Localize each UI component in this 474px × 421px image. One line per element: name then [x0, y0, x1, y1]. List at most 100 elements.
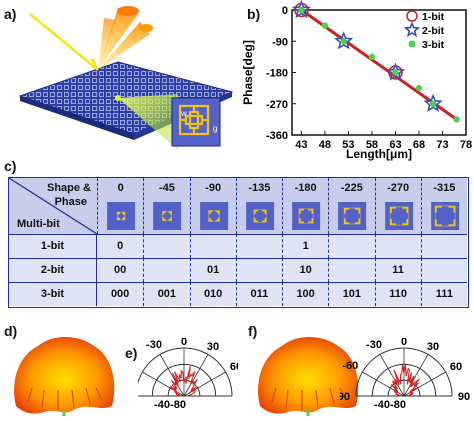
polar-radial-label: -80 [390, 399, 406, 411]
zoom-cone [118, 94, 178, 150]
polar-ring [138, 347, 233, 397]
table-cell [420, 258, 467, 282]
polar-angle-label: 30 [207, 341, 219, 353]
table-row [9, 234, 467, 258]
table-cell: 011 [235, 282, 282, 306]
radiation-pattern-3d-d [14, 337, 115, 416]
series-2-bit-point [334, 31, 354, 50]
table-cell: 101 [328, 282, 374, 306]
header-label-cell: Shape & Phase Multi-bit [9, 178, 97, 234]
phase-column-6: -270 [374, 178, 421, 234]
x-axis-label: Length[μm] [346, 147, 412, 161]
polar-spoke [183, 354, 209, 397]
table-cell: 010 [189, 282, 236, 306]
table-cell [235, 258, 282, 282]
gap-label: g [213, 124, 217, 133]
polar-angle-label: -60 [342, 360, 358, 372]
polar-angle-label: 0 [401, 338, 407, 348]
row-label: 2-bit [9, 258, 97, 282]
table-cell: 11 [374, 258, 421, 282]
table-cell: 10 [282, 258, 328, 282]
panel-label-c: c) [4, 158, 17, 174]
table-cell [143, 258, 189, 282]
table-cell [420, 234, 467, 258]
polar-radial-label: -80 [170, 399, 186, 411]
header-phase-label: Phase [54, 196, 87, 208]
unit-cell-icon [107, 202, 136, 230]
series-3-bit-point [368, 53, 376, 61]
table-cell: 00 [114, 264, 127, 276]
polar-spoke [379, 354, 405, 397]
table-row [9, 282, 467, 306]
panel-label-a: a) [4, 6, 17, 22]
y-tick-label: -360 [266, 130, 288, 142]
row-label: 3-bit [9, 282, 97, 306]
polar-angle-label: 60 [230, 361, 238, 373]
table-cell: 111 [420, 282, 467, 306]
phase-column-2: -90 [189, 178, 236, 234]
x-tick-label: 63 [389, 139, 401, 151]
phase-column-7: -315 [420, 178, 467, 234]
series-3-bit-point [321, 22, 329, 29]
legend-marker-2-bit [403, 21, 421, 38]
legend-label-2-bit: 2-bit [422, 25, 445, 37]
metasurface-illustration: k w g [18, 6, 234, 150]
unit-cell-zoom: w g [171, 97, 221, 147]
table-cell: 000 [110, 288, 130, 300]
series-3-bit-point [429, 100, 437, 107]
unit-cell-icon [153, 202, 182, 230]
table-cell [143, 234, 189, 258]
polar-angle-label: 90 [458, 391, 470, 403]
incident-beam [29, 13, 99, 71]
phase-label: -270 [387, 182, 410, 194]
phase-column-5: -225 [328, 178, 374, 234]
unit-cell-icon [292, 202, 321, 230]
polar-angle-label: 30 [427, 341, 439, 353]
table-row [9, 258, 467, 282]
polar-angle-label: -30 [146, 339, 162, 351]
y-tick-label: -270 [266, 99, 288, 111]
phase-label: -315 [433, 182, 456, 194]
panel-label-e: e) [125, 345, 138, 361]
unit-cell-icon [199, 202, 228, 230]
polar-radial-label: -40 [154, 399, 170, 411]
series-3-bit-point [415, 84, 423, 92]
y-tick-label: -90 [272, 36, 288, 48]
phase-column-4: -180 [282, 178, 328, 234]
legend-label-1-bit: 1-bit [422, 11, 445, 23]
table-cell: 0 [117, 240, 124, 252]
polar-spoke [403, 354, 429, 397]
panel-label-f: f) [248, 323, 258, 339]
panel-label-d: d) [4, 323, 18, 339]
legend-marker-1-bit [406, 10, 418, 22]
phase-label: -225 [340, 182, 363, 194]
legend-label-3-bit: 3-bit [422, 39, 445, 51]
wave-vector-label: k [52, 14, 58, 25]
polar-angle-label: 0 [181, 338, 187, 348]
x-tick-label: 48 [319, 139, 331, 151]
table-cell: 110 [374, 282, 421, 306]
x-tick-label: 68 [413, 139, 425, 151]
header-shape-label: Shape & [46, 182, 91, 194]
phase-length-chart: 43 48 53 58 63 68 73 78 0 -90 -180 -270 -360 1-bit 2-b… [241, 0, 472, 161]
legend-marker-3-bit [408, 40, 416, 48]
radiation-pattern-3d-f [258, 337, 359, 416]
polar-angle-label: 60 [450, 361, 462, 373]
phase-label: -90 [205, 182, 222, 194]
table-cell: 001 [143, 282, 189, 306]
x-tick-label: 53 [342, 139, 354, 151]
header-multibit-label: Multi-bit [17, 218, 60, 230]
phase-column-3: -135 [235, 178, 282, 234]
x-tick-label: 78 [460, 139, 472, 151]
unit-cell-icon [384, 202, 413, 230]
table-cell: 1 [282, 234, 328, 258]
x-tick-label: 43 [295, 139, 307, 151]
phase-label: -45 [158, 182, 175, 194]
series-2-bit-point [291, 0, 311, 19]
row-label: 1-bit [9, 234, 97, 258]
width-label: w [180, 109, 187, 118]
table-cell [189, 234, 236, 258]
series-3-bit-point [392, 69, 399, 76]
polar-spoke [362, 371, 405, 397]
